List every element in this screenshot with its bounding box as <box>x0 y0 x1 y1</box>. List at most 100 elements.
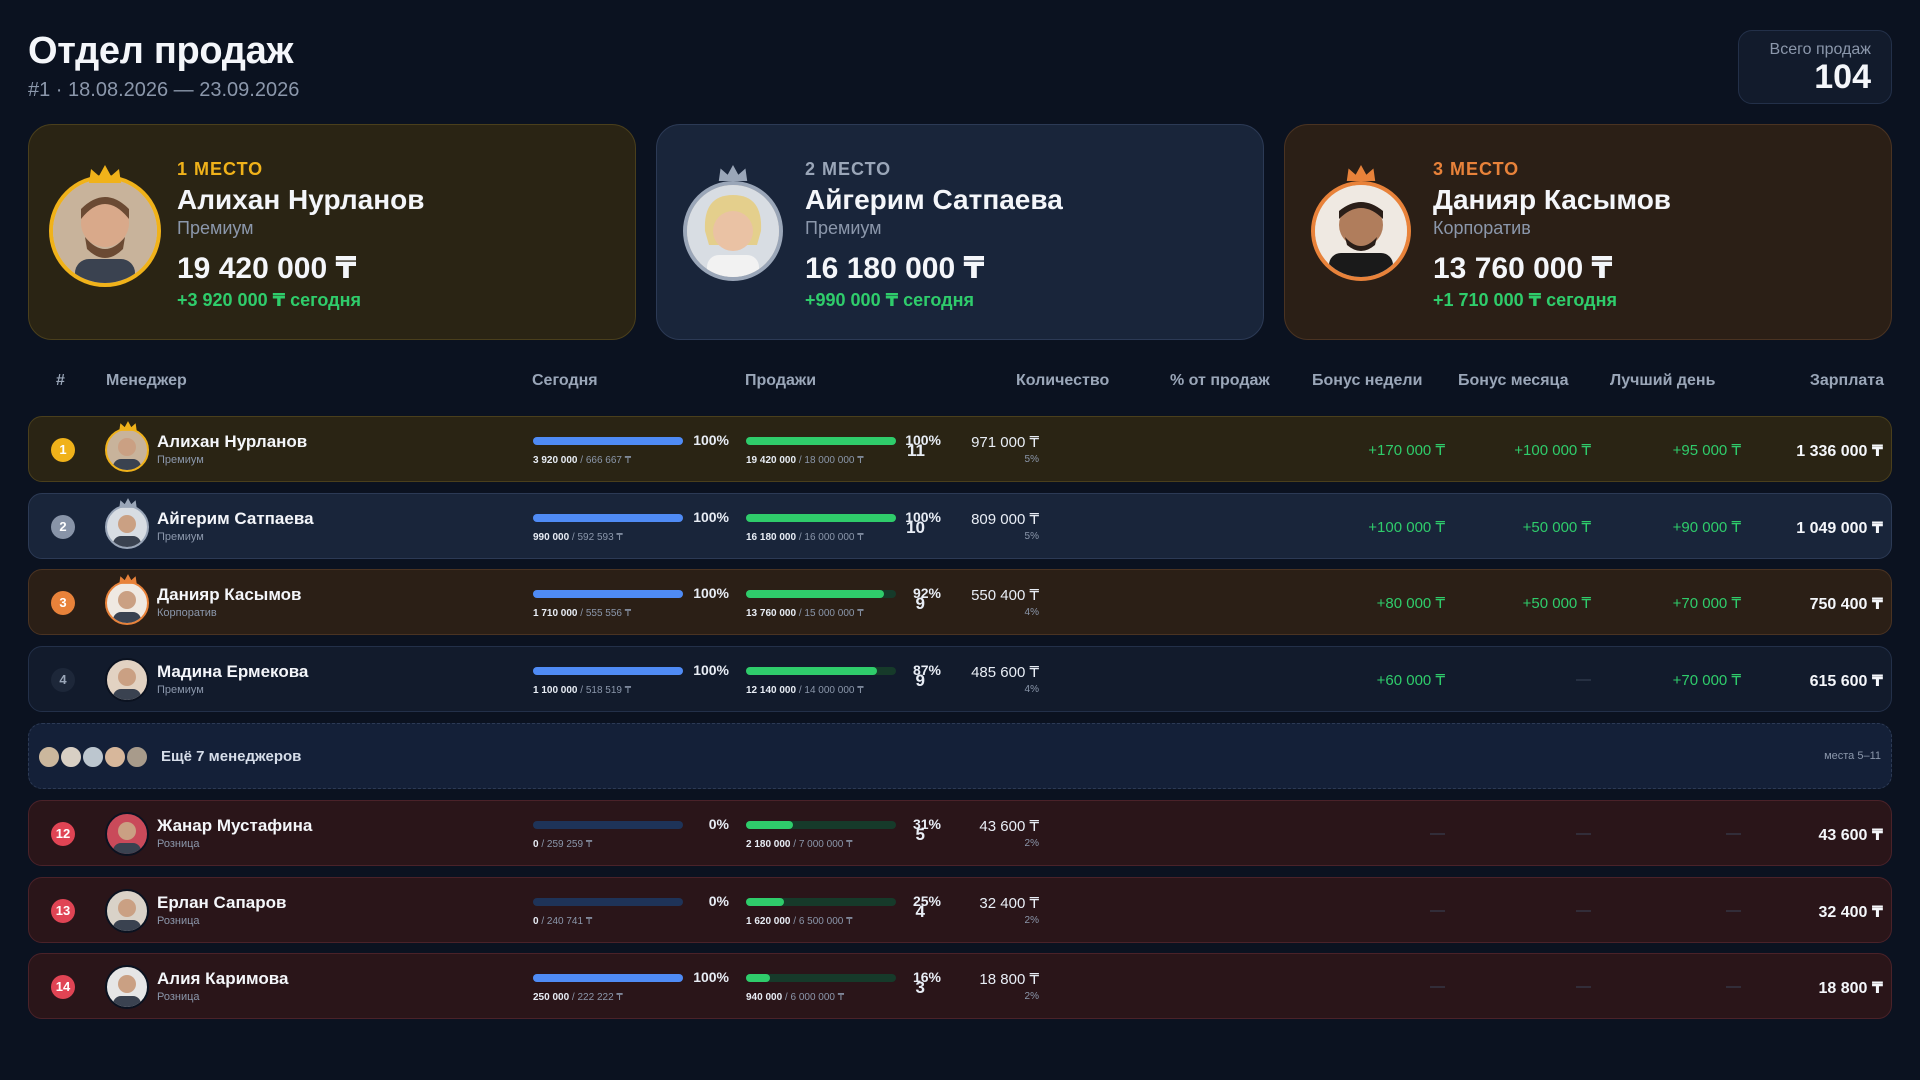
today-delta: +3 920 000 ₸ сегодня <box>177 290 361 310</box>
table-row[interactable]: 14 Алия Каримова Розница 100% 250 000 / 222 … <box>28 953 1892 1019</box>
sales-percent: 100% <box>905 509 941 525</box>
sales-percent: 87% <box>912 662 941 678</box>
table-row[interactable]: 4 Мадина Ермекова Премиум 100% 1 100 000 / 5… <box>28 646 1892 712</box>
rank-badge: 1 <box>51 438 75 462</box>
sales-done: 13 760 000 <box>746 608 797 619</box>
today-done: 990 000 <box>533 532 570 543</box>
manager-tier: Розница <box>157 838 200 850</box>
sales-done: 1 620 000 <box>746 916 791 927</box>
podium-card-second[interactable]: 2 МЕСТО Айгерим Сатпаева Премиум 16 180 … <box>656 124 1264 340</box>
manager-name[interactable]: Алия Каримова <box>157 969 289 988</box>
table-row[interactable]: 3 Данияр Касымов Корпоратив 100% 1 710 000 /… <box>28 569 1892 635</box>
manager-name[interactable]: Жанар Мустафина <box>157 816 313 835</box>
column-count[interactable]: Количество <box>1016 372 1110 389</box>
table-row[interactable]: 13 Ерлан Сапаров Розница 0% 0 / 240 741 ₸ 25%… <box>28 877 1892 943</box>
sales-plan: / 14 000 000 ₸ <box>796 685 864 696</box>
avatar <box>1305 165 1417 287</box>
podium-card-third[interactable]: 3 МЕСТО Данияр Касымов Корпоратив 13 760… <box>1284 124 1892 340</box>
table-row[interactable]: 2 Айгерим Сатпаева Премиум 100% 990 000 / 59… <box>28 493 1892 559</box>
today-percent: 100% <box>693 509 729 525</box>
manager-name: Данияр Касымов <box>1433 184 1672 215</box>
sales-amount: 13 760 000 / 15 000 000 ₸ <box>746 608 864 619</box>
salary-amount: 615 600 ₸ <box>1809 673 1883 690</box>
today-delta: +990 000 ₸ сегодня <box>805 290 974 310</box>
column-bonus-week[interactable]: Бонус недели <box>1312 372 1423 389</box>
column-bonus-month[interactable]: Бонус месяца <box>1458 372 1569 389</box>
manager-name[interactable]: Данияр Касымов <box>157 585 302 604</box>
bonus-week: — <box>1430 978 1445 995</box>
column-today[interactable]: Сегодня <box>532 372 598 389</box>
sales-amount: 16 180 000 ₸ <box>805 252 985 285</box>
today-plan: / 592 593 ₸ <box>569 532 623 543</box>
sales-plan: / 16 000 000 ₸ <box>796 532 864 543</box>
column-best-day[interactable]: Лучший день <box>1610 372 1716 389</box>
more-managers-row[interactable]: Ещё 7 менеджеров места 5–11 <box>28 723 1892 789</box>
crown-icon <box>718 165 748 181</box>
crown-icon <box>89 165 121 183</box>
table-row[interactable]: 12 Жанар Мустафина Розница 0% 0 / 259 259 ₸ 3… <box>28 800 1892 866</box>
share-amount: 18 800 ₸ <box>979 971 1039 988</box>
salary-amount: 1 336 000 ₸ <box>1796 443 1883 460</box>
today-amount: 990 000 / 592 593 ₸ <box>533 532 623 543</box>
sales-done: 16 180 000 <box>746 532 797 543</box>
today-plan: / 555 556 ₸ <box>577 608 632 619</box>
manager-name[interactable]: Мадина Ермекова <box>157 662 309 681</box>
today-percent: 100% <box>693 969 729 985</box>
best-day: +90 000 ₸ <box>1672 519 1741 536</box>
today-amount: 0 / 259 259 ₸ <box>533 839 592 850</box>
today-delta: +1 710 000 ₸ сегодня <box>1433 290 1617 310</box>
sales-plan: / 6 000 000 ₸ <box>782 992 845 1003</box>
sales-amount: 13 760 000 ₸ <box>1433 252 1613 285</box>
today-progress-fill <box>533 974 683 982</box>
sales-count: 9 <box>915 594 925 613</box>
manager-tier: Корпоратив <box>157 607 217 619</box>
manager-name[interactable]: Алихан Нурланов <box>157 432 308 451</box>
share-percent: 2% <box>1024 915 1039 926</box>
column-sales[interactable]: Продажи <box>745 372 817 389</box>
column-share[interactable]: % от продаж <box>1170 372 1270 389</box>
bonus-month: — <box>1576 902 1591 919</box>
share-amount: 43 600 ₸ <box>979 818 1039 835</box>
today-progress-fill <box>533 514 683 522</box>
sales-plan: / 18 000 000 ₸ <box>796 455 864 466</box>
sales-plan: / 6 500 000 ₸ <box>790 916 853 927</box>
sales-amount: 19 420 000 ₸ <box>177 252 357 285</box>
today-done: 1 100 000 <box>533 685 578 696</box>
avatar <box>105 965 149 1009</box>
today-percent: 0% <box>708 893 729 909</box>
avatar-photo <box>49 175 161 287</box>
avatar <box>105 581 149 625</box>
avatar-photo <box>1311 181 1411 281</box>
best-day: +70 000 ₸ <box>1672 595 1741 612</box>
bonus-week: +60 000 ₸ <box>1376 672 1445 689</box>
share-percent: 5% <box>1024 531 1039 542</box>
bonus-week: — <box>1430 825 1445 842</box>
share-percent: 4% <box>1024 607 1039 618</box>
bonus-week: +100 000 ₸ <box>1368 519 1445 536</box>
manager-name[interactable]: Ерлан Сапаров <box>157 893 287 912</box>
sales-percent: 25% <box>912 893 941 909</box>
today-progress-fill <box>533 667 683 675</box>
sales-count: 3 <box>915 978 925 997</box>
sales-count: 11 <box>907 441 925 460</box>
today-done: 3 920 000 <box>533 455 578 466</box>
avatar <box>37 745 61 769</box>
column-salary[interactable]: Зарплата <box>1809 372 1884 389</box>
today-amount: 1 100 000 / 518 519 ₸ <box>533 685 631 696</box>
sales-amount: 16 180 000 / 16 000 000 ₸ <box>746 532 864 543</box>
table-row[interactable]: 1 Алихан Нурланов Премиум 100% 3 920 000 / 6… <box>28 416 1892 482</box>
sales-progress-fill <box>746 590 884 598</box>
today-plan: / 666 667 ₸ <box>577 455 632 466</box>
sales-done: 12 140 000 <box>746 685 797 696</box>
sales-progress-fill <box>746 821 793 829</box>
column-manager[interactable]: Менеджер <box>106 372 187 389</box>
avatar <box>105 658 149 702</box>
avatar <box>105 812 149 856</box>
manager-name[interactable]: Айгерим Сатпаева <box>157 509 314 528</box>
podium-card-first[interactable]: 1 МЕСТО Алихан Нурланов Премиум 19 420 0… <box>28 124 636 340</box>
crown-icon <box>118 572 138 590</box>
today-plan: / 240 741 ₸ <box>538 916 593 927</box>
today-done: 250 000 <box>533 992 570 1003</box>
best-day: — <box>1726 978 1741 995</box>
share-amount: 550 400 ₸ <box>971 587 1039 604</box>
